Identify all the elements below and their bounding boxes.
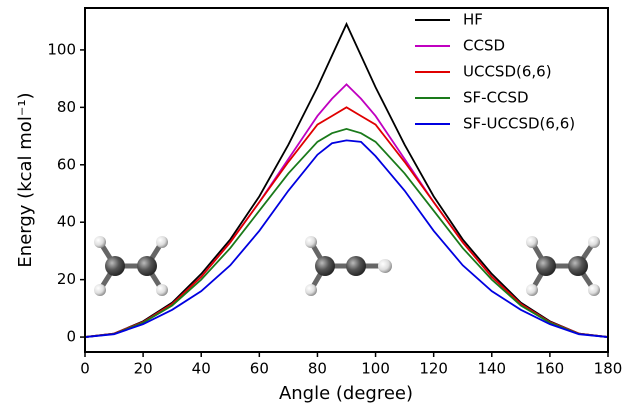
legend-label: SF-UCCSD(6,6)	[463, 115, 575, 133]
x-tick-label: 180	[594, 360, 623, 378]
y-tick-label: 80	[57, 98, 76, 116]
x-tick-label: 40	[192, 360, 211, 378]
molecule-icons	[94, 236, 600, 296]
y-tick-label: 60	[57, 155, 76, 173]
x-tick-label: 80	[308, 360, 327, 378]
x-tick-label: 100	[361, 360, 390, 378]
y-tick-label: 20	[57, 270, 76, 288]
plot-frame	[84, 7, 609, 353]
x-tick-label: 160	[536, 360, 565, 378]
line	[84, 139, 609, 338]
line	[84, 106, 609, 338]
x-tick-label: 120	[419, 360, 448, 378]
y-tick-label: 100	[47, 40, 76, 58]
molecule	[526, 236, 600, 296]
y-tick-label: 0	[66, 328, 76, 346]
line	[84, 127, 609, 338]
line	[84, 21, 609, 338]
x-tick-label: 140	[477, 360, 506, 378]
legend-label: HF	[463, 11, 483, 29]
molecule	[305, 236, 392, 296]
x-tick-label: 0	[80, 360, 90, 378]
y-axis-label: Energy (kcal mol⁻¹)	[15, 92, 36, 267]
molecule	[94, 236, 168, 296]
legend-label: CCSD	[463, 37, 505, 55]
legend-label: SF-CCSD	[463, 89, 529, 107]
x-tick-label: 20	[134, 360, 153, 378]
legend-label: UCCSD(6,6)	[463, 63, 552, 81]
x-tick-label: 60	[250, 360, 269, 378]
x-axis-label: Angle (degree)	[279, 383, 413, 404]
y-tick-label: 40	[57, 213, 76, 231]
